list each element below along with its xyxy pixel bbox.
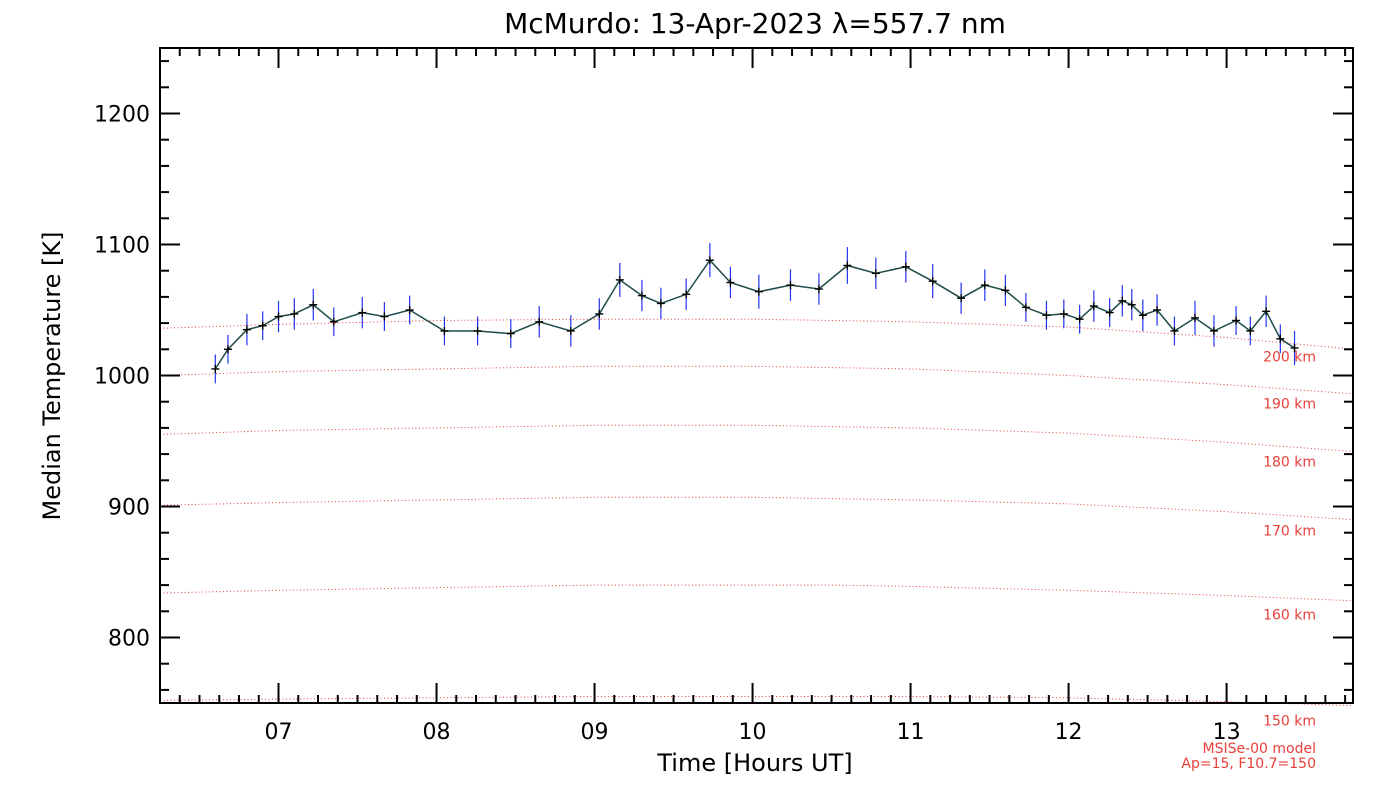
data-point xyxy=(726,278,735,287)
data-point xyxy=(329,317,338,326)
model-labels-group: 200 km 190 km 180 km 170 km 160 km 150 km xyxy=(1263,350,1316,730)
y-tick-label: 1000 xyxy=(94,365,150,390)
x-tick-label: 09 xyxy=(581,720,609,745)
data-point xyxy=(309,300,318,309)
data-point xyxy=(1290,343,1299,352)
data-point xyxy=(1089,302,1098,311)
data-point xyxy=(211,364,220,373)
data-point xyxy=(843,261,852,270)
data-point xyxy=(1246,326,1255,335)
data-point xyxy=(1276,334,1285,343)
data-point xyxy=(1105,308,1114,317)
y-tick-label: 800 xyxy=(108,627,150,652)
data-point xyxy=(615,275,624,284)
data-point xyxy=(1170,326,1179,335)
data-point xyxy=(258,321,267,330)
x-tick-label: 08 xyxy=(423,720,451,745)
x-tick-label: 13 xyxy=(1213,720,1241,745)
data-point xyxy=(1153,306,1162,314)
model-params-annotation: Ap=15, F10.7=150 xyxy=(1181,756,1316,772)
data-point xyxy=(754,287,763,296)
data-point xyxy=(1127,300,1136,309)
data-point xyxy=(566,326,575,335)
model-line-160-km xyxy=(159,584,1354,602)
x-tick-label: 11 xyxy=(897,720,925,745)
data-point xyxy=(595,309,604,318)
y-axis-label: Median Temperature [K] xyxy=(38,231,66,520)
y-tick-label: 900 xyxy=(108,496,150,521)
data-point xyxy=(290,309,299,318)
data-point xyxy=(786,281,795,290)
data-point xyxy=(1001,286,1010,295)
data-point xyxy=(1042,311,1051,320)
tick-labels-group: 07 08 09 10 11 12 13 800 900 1000 1100 1200 xyxy=(94,103,1241,746)
model-annotation: MSISe-00 model xyxy=(1202,741,1316,757)
model-line-label: 190 km xyxy=(1263,397,1316,413)
data-point xyxy=(682,290,691,299)
model-line-label: 160 km xyxy=(1263,608,1316,624)
series-group xyxy=(211,243,1299,384)
model-line-190-km xyxy=(159,365,1354,395)
y-tick-label: 1100 xyxy=(94,234,150,259)
model-line-label: 200 km xyxy=(1263,350,1316,366)
plot-frame xyxy=(159,47,1354,704)
x-tick-label: 07 xyxy=(265,720,293,745)
data-point xyxy=(535,317,544,326)
model-lines-group xyxy=(159,318,1354,707)
data-point xyxy=(1021,303,1030,312)
x-tick-label: 12 xyxy=(1055,720,1083,745)
data-point xyxy=(980,281,989,290)
data-point xyxy=(814,285,823,294)
data-point xyxy=(928,277,937,286)
data-point xyxy=(1138,311,1147,320)
data-point xyxy=(1232,316,1241,325)
data-point xyxy=(274,312,283,321)
y-tick-label: 1200 xyxy=(94,103,150,128)
data-point xyxy=(901,262,910,271)
data-point xyxy=(1059,309,1068,318)
model-line-150-km xyxy=(159,696,1354,707)
x-axis-label: Time [Hours UT] xyxy=(656,749,852,777)
data-point xyxy=(223,345,232,354)
data-point xyxy=(871,269,880,278)
data-point xyxy=(440,326,449,335)
model-line-label: 180 km xyxy=(1263,454,1316,470)
data-point xyxy=(1190,313,1199,322)
data-point xyxy=(1075,315,1084,324)
model-line-180-km xyxy=(159,424,1354,452)
temperature-series-line xyxy=(214,259,1295,370)
data-point xyxy=(705,256,714,265)
data-point xyxy=(358,308,367,317)
data-point xyxy=(380,312,389,321)
model-line-label: 150 km xyxy=(1263,714,1316,730)
x-tick-label: 10 xyxy=(739,720,767,745)
data-point xyxy=(506,329,515,338)
data-point xyxy=(637,291,646,300)
data-point xyxy=(656,299,665,308)
data-point xyxy=(242,325,251,334)
data-point xyxy=(1262,307,1271,316)
ticks-group xyxy=(159,48,1353,703)
data-point xyxy=(1118,296,1127,305)
data-point xyxy=(473,326,482,335)
data-point xyxy=(405,306,414,314)
model-line-170-km xyxy=(159,496,1354,521)
model-line-200-km xyxy=(159,318,1354,350)
chart-title: McMurdo: 13-Apr-2023 λ=557.7 nm xyxy=(504,7,1006,40)
data-point xyxy=(957,294,966,303)
data-point xyxy=(1209,326,1218,335)
model-line-label: 170 km xyxy=(1263,524,1316,540)
